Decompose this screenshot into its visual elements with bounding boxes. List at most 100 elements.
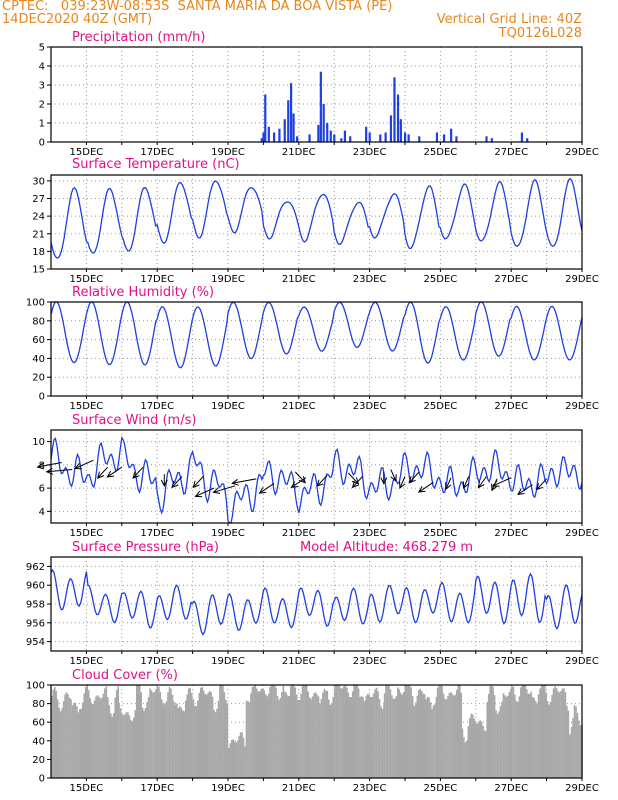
- cloud-bar: [334, 685, 336, 778]
- wind-arrow: [418, 481, 434, 493]
- cloud-bar: [528, 693, 531, 778]
- precip-bar: [292, 113, 295, 142]
- x-tick-label: 19DEC: [211, 656, 245, 667]
- cloud-bar: [58, 707, 60, 778]
- cloud-bar: [536, 703, 538, 778]
- cloud-bar: [81, 702, 84, 778]
- cloud-bar: [353, 685, 355, 778]
- cloud-bar: [386, 685, 389, 778]
- cloud-bar: [466, 740, 468, 778]
- wind-arrow: [536, 478, 547, 490]
- wind-arrowhead: [194, 490, 203, 498]
- y-tick-label: 6: [39, 484, 45, 495]
- x-tick-label: 29DEC: [565, 656, 599, 667]
- cloud-bar: [548, 704, 550, 778]
- cloud-bar: [477, 721, 480, 778]
- precip-bar: [260, 138, 263, 142]
- cloud-bar: [177, 708, 180, 778]
- wind-arrow: [445, 477, 452, 490]
- precip-bar: [317, 124, 320, 142]
- cloud-bar: [432, 705, 435, 778]
- cloud-bar: [70, 699, 72, 778]
- x-tick-label: 27DEC: [494, 656, 528, 667]
- precip-bar: [267, 126, 270, 142]
- y-tick-label: 954: [26, 637, 45, 648]
- header-date: 14DEC2020 40Z (GMT): [2, 12, 153, 27]
- cloud-bar: [297, 699, 299, 778]
- cloud-bar: [329, 704, 332, 778]
- cloud-bar: [416, 695, 419, 778]
- y-tick-label: 24: [32, 212, 45, 223]
- wind-arrow: [107, 466, 123, 478]
- cloud-bar: [226, 703, 229, 778]
- cloud-bar: [186, 694, 189, 778]
- cloud-bar: [389, 689, 392, 778]
- cloud-bar: [425, 699, 427, 778]
- cloud-bar: [371, 696, 373, 778]
- cloud-bar: [560, 691, 562, 778]
- precip-bar: [326, 123, 329, 142]
- cloud-bar: [180, 707, 183, 778]
- cloud-bar: [458, 685, 461, 778]
- x-tick-label: 17DEC: [140, 656, 174, 667]
- x-tick-label: 21DEC: [282, 783, 316, 794]
- y-tick-label: 100: [26, 298, 45, 309]
- wind-arrow: [463, 476, 470, 489]
- cloud-bar: [276, 696, 279, 778]
- wind-arrowhead: [36, 462, 45, 470]
- wind-arrow: [477, 476, 487, 488]
- cloud-bar: [420, 690, 423, 778]
- cloud-bar: [201, 687, 204, 778]
- wind-arrow: [192, 476, 204, 488]
- cloud-bar: [179, 706, 181, 778]
- cloud-bar: [285, 692, 288, 778]
- cloud-bar: [84, 686, 87, 778]
- cloud-bar: [447, 696, 449, 778]
- cloud-bar: [121, 713, 123, 778]
- cloud-bar: [168, 687, 171, 778]
- cloud-bar: [439, 685, 442, 778]
- cloud-bar: [394, 698, 396, 778]
- cloud-bar: [300, 693, 302, 778]
- cloud-bar: [347, 692, 350, 778]
- cloud-bar: [492, 686, 494, 778]
- panel-title: Surface Temperature (nC): [72, 157, 240, 172]
- cloud-bar: [558, 692, 561, 778]
- cloud-bar: [152, 692, 154, 778]
- x-tick-label: 19DEC: [211, 274, 245, 285]
- precip-bar: [264, 94, 267, 142]
- cloud-bar: [504, 695, 506, 778]
- precip-bar: [308, 134, 311, 142]
- cloud-bar: [480, 721, 483, 778]
- cloud-bar: [269, 686, 271, 778]
- cloud-bar: [485, 731, 487, 778]
- cloud-bar: [295, 694, 298, 778]
- precip-bar: [404, 132, 407, 142]
- wind-arrowhead: [491, 483, 498, 492]
- wind-arrow: [232, 478, 257, 484]
- cloud-bar: [220, 685, 223, 778]
- cloud-bar: [230, 739, 233, 778]
- precip-bar: [322, 104, 325, 142]
- cloud-bar: [102, 693, 105, 778]
- wind-arrowhead: [477, 480, 485, 489]
- cloud-bar: [517, 701, 519, 778]
- cloud-bar: [456, 690, 458, 778]
- cloud-bar: [146, 701, 148, 778]
- y-tick-label: 0: [39, 392, 45, 403]
- cloud-bar: [508, 692, 511, 778]
- cloud-bar: [578, 720, 580, 778]
- y-tick-label: 40: [32, 736, 45, 747]
- cloud-bar: [144, 708, 147, 778]
- cloud-bar: [575, 706, 577, 778]
- cloud-bar: [233, 741, 236, 778]
- precip-bar: [296, 136, 299, 142]
- cloud-bar: [314, 692, 317, 778]
- cloud-bar: [253, 686, 255, 778]
- cloud-bar: [332, 696, 335, 778]
- panel-frame: [50, 46, 583, 143]
- precip-bar: [490, 138, 493, 142]
- cloud-bar: [561, 688, 564, 778]
- cloud-bar: [426, 696, 429, 778]
- cloud-bar: [87, 690, 90, 778]
